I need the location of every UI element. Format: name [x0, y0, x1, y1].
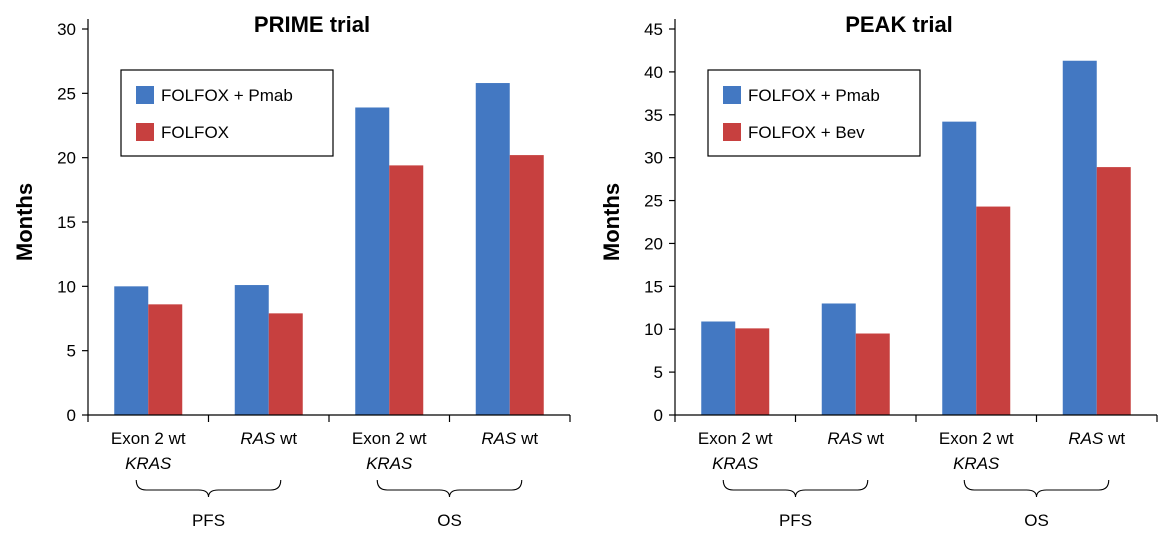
group-brace: [376, 479, 523, 498]
y-axis-label: Months: [599, 183, 624, 261]
bar-series1-cat4: [1062, 60, 1097, 415]
bar-series2-cat2: [855, 333, 890, 415]
bar-series2-cat4: [509, 155, 544, 416]
x-tick-label-line2: KRAS: [712, 454, 759, 473]
y-tick-label: 15: [57, 213, 76, 232]
y-tick-label: 10: [644, 320, 663, 339]
y-tick-label: 25: [57, 84, 76, 103]
y-axis-label: Months: [12, 183, 37, 261]
group-label: OS: [1024, 511, 1049, 530]
y-tick-label: 25: [644, 192, 663, 211]
y-tick-label: 40: [644, 63, 663, 82]
chart-title: PRIME trial: [254, 12, 370, 37]
legend-swatch: [723, 123, 741, 141]
group-brace: [135, 479, 282, 498]
bar-series1-cat3: [355, 107, 390, 415]
group-brace: [963, 479, 1110, 498]
y-tick-label: 20: [57, 149, 76, 168]
legend-swatch: [136, 123, 154, 141]
x-tick-label: RAS wt: [481, 429, 538, 448]
group-brace: [722, 479, 869, 498]
bar-series2-cat4: [1096, 167, 1131, 415]
y-tick-label: 10: [57, 277, 76, 296]
bar-series2-cat3: [976, 206, 1011, 415]
y-tick-label: 20: [644, 234, 663, 253]
x-tick-label-line2: KRAS: [953, 454, 1000, 473]
y-tick-label: 30: [57, 20, 76, 39]
legend-label: FOLFOX + Pmab: [161, 86, 293, 105]
group-label: OS: [437, 511, 462, 530]
bar-series1-cat3: [942, 121, 977, 415]
y-tick-label: 0: [654, 406, 663, 425]
bar-series1-cat2: [821, 303, 856, 415]
bar-series2-cat1: [735, 328, 770, 415]
y-tick-label: 5: [67, 342, 76, 361]
legend-swatch: [723, 86, 741, 104]
x-tick-label-line2: KRAS: [125, 454, 172, 473]
group-label: PFS: [779, 511, 812, 530]
bar-series1-cat1: [701, 321, 736, 415]
bar-series2-cat3: [389, 165, 424, 415]
y-tick-label: 15: [644, 277, 663, 296]
legend-label: FOLFOX + Pmab: [748, 86, 880, 105]
bar-series1-cat2: [234, 285, 269, 415]
y-tick-label: 30: [644, 149, 663, 168]
legend-label: FOLFOX + Bev: [748, 123, 865, 142]
x-tick-label: RAS wt: [1068, 429, 1125, 448]
legend-label: FOLFOX: [161, 123, 229, 142]
y-tick-label: 0: [67, 406, 76, 425]
chart-title: PEAK trial: [845, 12, 953, 37]
bar-series1-cat1: [114, 286, 149, 415]
y-tick-label: 5: [654, 363, 663, 382]
group-label: PFS: [192, 511, 225, 530]
chart-peak: PEAK trial Months 0 5 10 15 20 25 30 35 40 45 Exon 2…: [599, 12, 1158, 530]
legend: [707, 69, 921, 157]
x-tick-label: Exon 2 wt: [111, 429, 186, 448]
y-tick-label: 35: [644, 106, 663, 125]
chart-prime: PRIME trial Months 0 5 10 15 20 25 30 Exon 2 wt KR…: [12, 12, 571, 530]
bar-series2-cat2: [268, 313, 303, 415]
x-tick-label: Exon 2 wt: [698, 429, 773, 448]
x-tick-label: Exon 2 wt: [939, 429, 1014, 448]
bar-series1-cat4: [475, 83, 510, 415]
x-tick-label-line2: KRAS: [366, 454, 413, 473]
x-tick-label: RAS wt: [827, 429, 884, 448]
y-tick-label: 45: [644, 20, 663, 39]
legend: [120, 69, 334, 157]
bar-series2-cat1: [148, 304, 183, 415]
x-tick-label: RAS wt: [240, 429, 297, 448]
legend-swatch: [136, 86, 154, 104]
x-tick-label: Exon 2 wt: [352, 429, 427, 448]
